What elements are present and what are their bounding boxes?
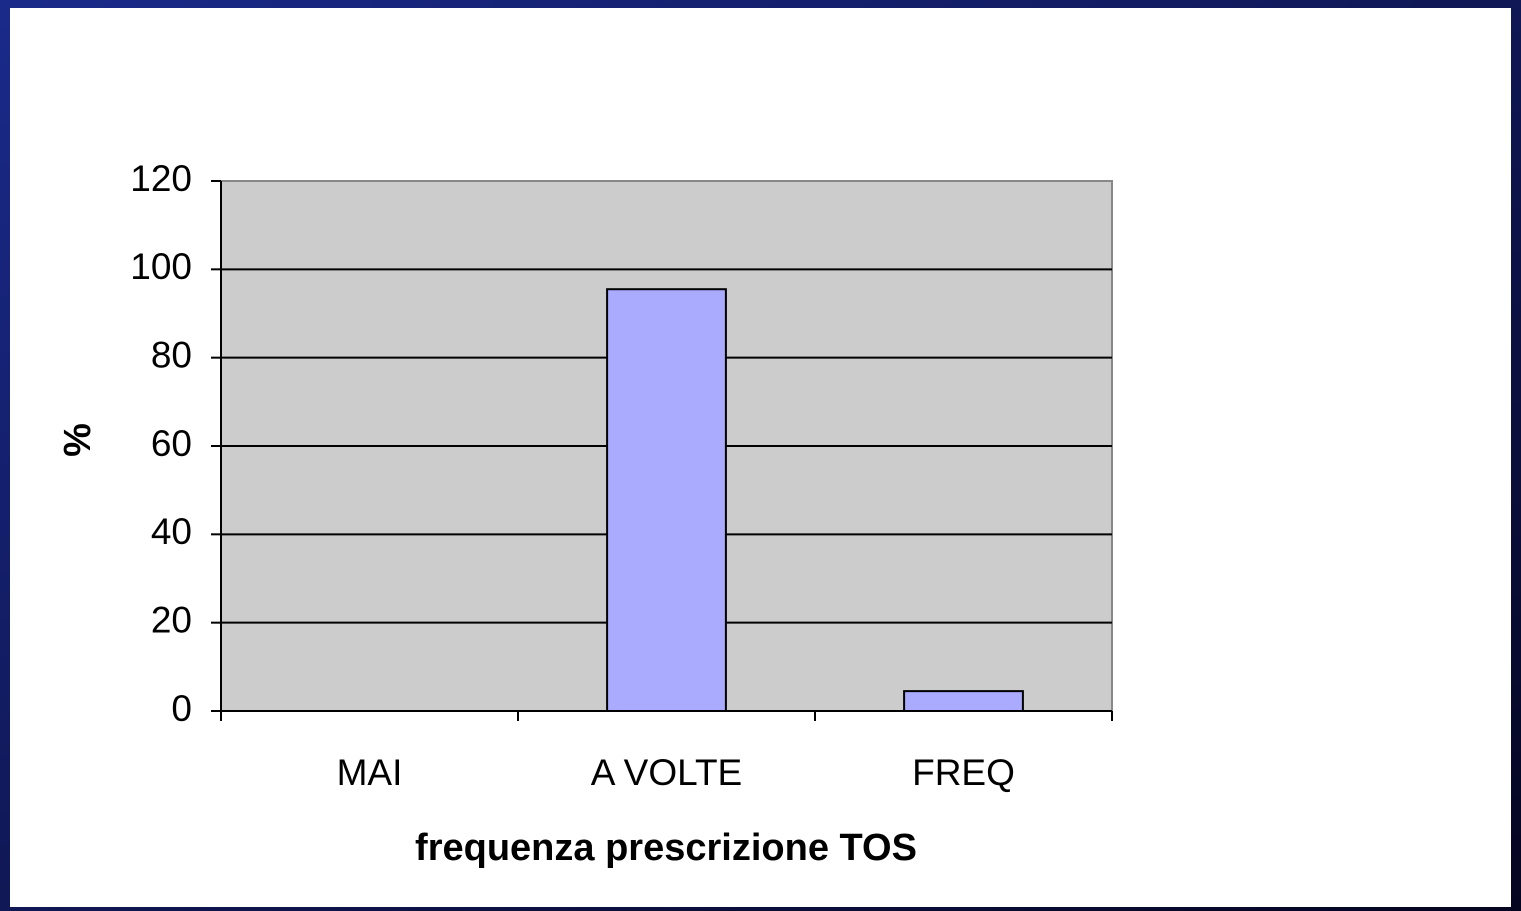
x-axis-label: frequenza prescrizione TOS — [415, 827, 917, 869]
y-tick-label: 80 — [151, 334, 192, 375]
x-tick-label: A VOLTE — [591, 752, 743, 793]
y-axis-label: % — [57, 423, 99, 457]
x-tick-label: MAI — [337, 752, 403, 793]
y-tick-label: 120 — [130, 158, 192, 199]
x-tick-label: FREQ — [912, 752, 1015, 793]
y-tick-label: 20 — [151, 599, 192, 640]
bar — [606, 288, 727, 712]
y-tick-label: 0 — [171, 688, 192, 729]
bar — [903, 690, 1024, 712]
y-tick-label: 60 — [151, 423, 192, 464]
y-tick-label: 100 — [130, 246, 192, 287]
y-tick-label: 40 — [151, 511, 192, 552]
